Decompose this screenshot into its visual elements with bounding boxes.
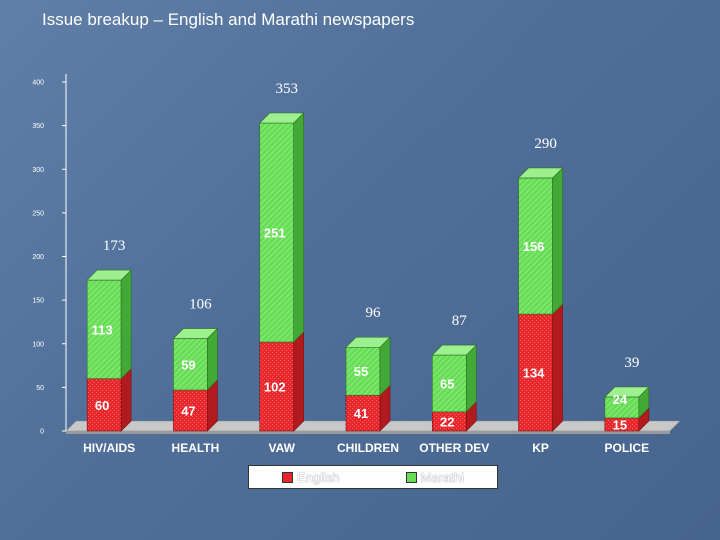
bar-marathi-top [517,167,564,179]
bar-english [86,378,122,432]
marathi-value-label: 156 [523,239,545,254]
english-value-label: 41 [354,406,368,421]
category-label: KP [532,441,549,455]
bar-marathi-top [345,336,391,348]
english-value-label: 47 [181,403,195,418]
bar-marathi [431,354,467,413]
category-label: VAW [268,441,295,455]
total-value-label: 96 [366,305,382,321]
total-value-label: 39 [624,355,639,371]
english-value-label: 134 [523,366,545,381]
total-value-label: 106 [189,297,212,313]
category-label: POLICE [605,441,650,455]
y-tick-label: 100 [32,341,44,348]
total-value-label: 353 [275,81,298,97]
legend-swatch-english [282,471,293,483]
bar-english [173,389,208,432]
y-tick-label: 350 [32,123,44,130]
category-label: HIV/AIDS [83,441,135,455]
legend: English Marathi [248,465,498,489]
legend-label-english: English [297,469,340,485]
total-value-label: 87 [452,313,468,329]
y-tick-label: 50 [36,385,44,392]
y-tick-label: 0 [40,429,44,436]
bar-marathi-top [604,386,650,398]
labels: 60 113 173 HIV/AIDS 47 59 106 HEALTH 102 251 353 VA… [83,81,649,455]
bar-marathi-side [207,327,218,391]
legend-item-english: English [282,470,340,485]
legend-swatch-marathi [405,471,417,483]
bar-marathi [259,122,295,343]
english-value-label: 22 [440,414,454,429]
bar-marathi [86,279,122,379]
category-label: CHILDREN [337,441,399,455]
bars [86,112,650,432]
bar-marathi-top [172,328,219,339]
total-value-label: 290 [534,136,557,152]
marathi-value-label: 65 [440,376,454,391]
marathi-value-label: 59 [181,357,195,372]
bar-marathi-side [293,112,305,343]
marathi-value-label: 24 [613,392,628,407]
bar-english-side [293,331,305,432]
english-value-label: 60 [95,398,109,413]
category-label: OTHER DEV [419,441,489,455]
bar-marathi-top [258,112,305,124]
english-value-label: 102 [264,380,286,395]
chart-floor-front [66,431,670,434]
bar-english-side [552,303,563,432]
bar-marathi-side [120,269,132,380]
marathi-value-label: 251 [264,226,286,241]
bar-english [518,313,553,432]
legend-item-marathi: Marathi [405,469,464,485]
y-tick-label: 250 [32,210,44,217]
marathi-value-label: 55 [354,364,368,379]
y-tick-label: 300 [32,167,44,174]
slide-title: Issue breakup – English and Marathi news… [42,10,415,29]
bar-marathi-side [465,344,477,413]
bar-marathi-top [86,269,132,281]
bar-english-side [120,367,132,432]
marathi-value-label: 113 [92,322,113,337]
bar-marathi [518,177,553,315]
bar-marathi-side [552,167,563,315]
english-value-label: 15 [613,417,627,432]
category-label: HEALTH [172,441,220,455]
y-tick-label: 400 [32,80,44,87]
legend-label-marathi: Marathi [420,469,464,485]
y-tick-label: 200 [32,254,44,261]
bar-english [345,394,381,432]
bar-marathi-top [431,344,478,356]
bar-marathi [173,338,208,391]
y-tick-label: 150 [32,298,44,305]
total-value-label: 173 [103,238,126,254]
